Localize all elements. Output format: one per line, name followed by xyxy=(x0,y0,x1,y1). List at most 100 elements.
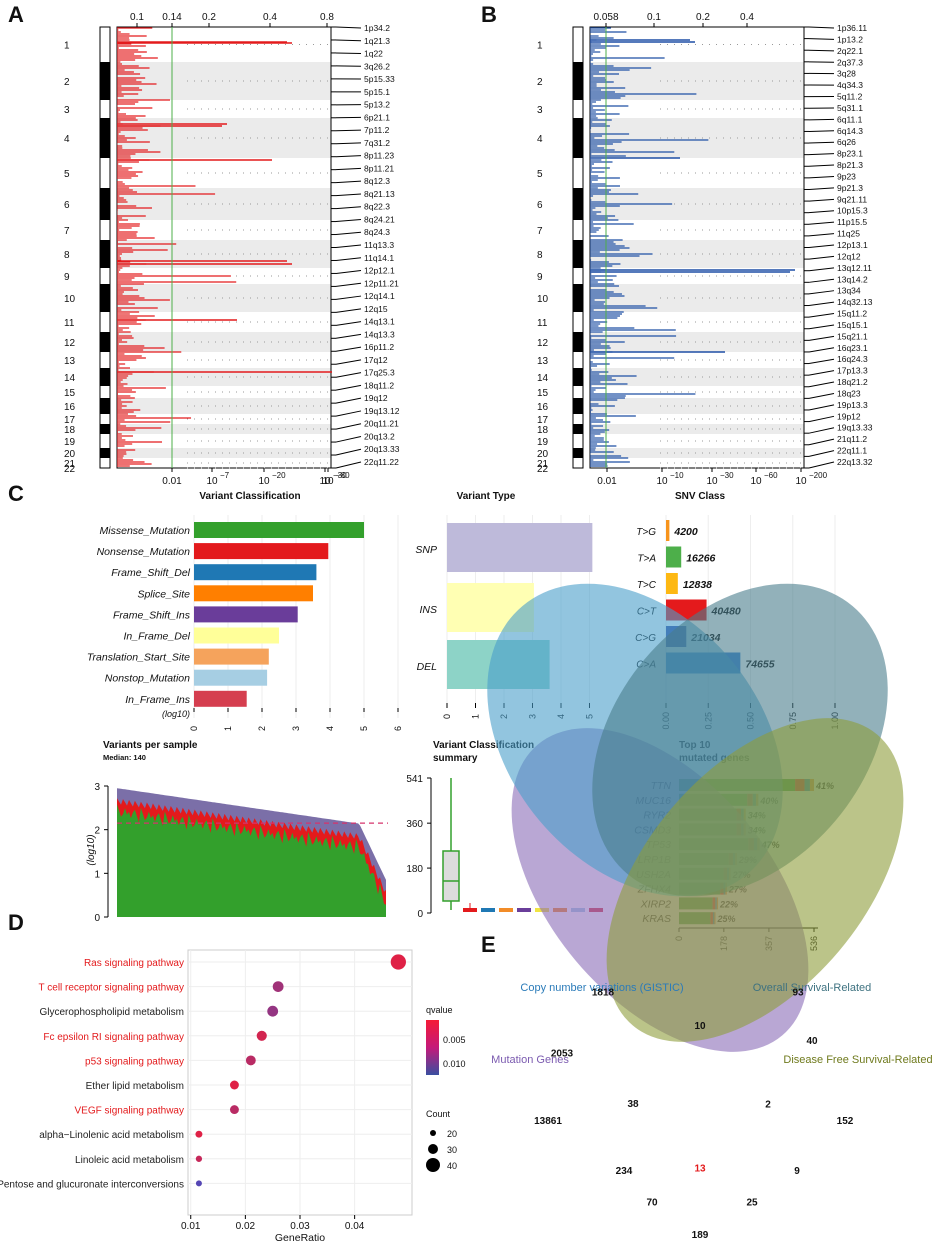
cytoband-connector xyxy=(808,438,835,446)
top-tick-label: 0.4 xyxy=(263,12,277,23)
chromosome-label-2: 2 xyxy=(64,77,70,88)
bar-Nonsense_Mutation xyxy=(194,543,329,560)
cytoband-label-11q13.3: 11q13.3 xyxy=(364,240,394,250)
chromosome-label-11: 11 xyxy=(537,318,548,329)
chart-title: Variant Classification xyxy=(199,491,300,502)
cytoband-connector xyxy=(335,346,362,352)
ideogram-band-20 xyxy=(100,448,110,458)
cytoband-label-17q25.3: 17q25.3 xyxy=(364,368,395,378)
cytoband-label-22q13.32: 22q13.32 xyxy=(837,457,873,467)
chromosome-label-22: 22 xyxy=(64,464,76,475)
venn-region-count: 40 xyxy=(806,1036,818,1047)
ideogram-band-12 xyxy=(573,332,583,352)
bottom-tick-exponent: −200 xyxy=(809,471,828,480)
cytoband-connector xyxy=(335,448,362,456)
cytoband-connector xyxy=(808,358,835,365)
chr-shade-20 xyxy=(117,448,331,458)
x-tick-label: 1 xyxy=(223,726,233,731)
cytoband-label-8p11.23: 8p11.23 xyxy=(364,151,394,161)
legend-count-dot xyxy=(428,1144,438,1154)
venn-region-count: 189 xyxy=(692,1230,709,1241)
chr-shade-18 xyxy=(117,424,331,434)
cytoband-label-19p13.3: 19p13.3 xyxy=(837,400,868,410)
bottom-tick-label: 10 xyxy=(206,476,218,487)
chr-shade-10 xyxy=(590,284,804,312)
ideogram-band-16 xyxy=(100,398,110,414)
cytoband-label-11q25: 11q25 xyxy=(837,229,860,239)
chromosome-label-6: 6 xyxy=(537,200,543,211)
ideogram-band-4 xyxy=(573,118,583,158)
cytoband-label-15q21.1: 15q21.1 xyxy=(837,331,868,341)
cytoband-connector xyxy=(808,130,835,132)
category-label-T>C: T>C xyxy=(637,580,657,591)
ideogram-band-14 xyxy=(100,368,110,386)
cytoband-connector xyxy=(335,218,362,223)
cytoband-label-13q34: 13q34 xyxy=(837,286,861,296)
dot-Glycerophospholipid metabolism xyxy=(267,1005,279,1017)
cytoband-connector xyxy=(808,153,835,156)
chart-title: SNV Class xyxy=(675,491,725,502)
top-tick-label: 0.8 xyxy=(320,12,334,23)
cytoband-connector xyxy=(808,233,835,237)
cytoband-label-13q12.11: 13q12.11 xyxy=(837,263,872,273)
dot-Pentose and glucuronate interconversions xyxy=(195,1180,202,1187)
chromosome-label-20: 20 xyxy=(537,449,549,460)
chromosome-label-6: 6 xyxy=(64,200,70,211)
y-tick-label: 180 xyxy=(406,864,423,875)
venn-set-label: Mutation Genes xyxy=(491,1054,569,1066)
chromosome-label-17: 17 xyxy=(537,415,549,426)
count-label: 16266 xyxy=(686,553,715,565)
x-axis-label: (log10) xyxy=(162,709,190,719)
cytoband-label-12p12.1: 12p12.1 xyxy=(364,266,395,276)
bottom-tick-label: 10 xyxy=(706,476,718,487)
cytoband-connector xyxy=(808,324,835,330)
cytoband-label-19p12: 19p12 xyxy=(837,411,861,421)
cytoband-label-12q12: 12q12 xyxy=(837,251,861,261)
bottom-tick-label: 10 xyxy=(795,476,807,487)
cytoband-connector xyxy=(335,257,362,261)
cytoband-connector xyxy=(335,384,362,391)
box-missense xyxy=(442,850,460,902)
chromosome-label-14: 14 xyxy=(537,373,549,384)
cytoband-label-16q24.3: 16q24.3 xyxy=(837,354,868,364)
x-tick-label: 0.01 xyxy=(181,1221,201,1232)
cytoband-label-10p15.3: 10p15.3 xyxy=(837,206,868,216)
chromosome-label-14: 14 xyxy=(64,373,76,384)
venn-region-count: 93 xyxy=(792,988,804,999)
box-small xyxy=(517,908,531,912)
cytoband-connector xyxy=(335,397,362,404)
legend-qvalue-tick: 0.005 xyxy=(443,1035,466,1045)
pathway-label: Glycerophospholipid metabolism xyxy=(39,1007,184,1018)
y-tick-label: 0 xyxy=(94,913,100,924)
cytoband-connector xyxy=(335,206,362,210)
cytoband-connector xyxy=(808,278,835,283)
cytoband-label-18q21.2: 18q21.2 xyxy=(837,377,868,387)
legend-count-tick: 30 xyxy=(447,1145,457,1155)
x-tick-label: 2 xyxy=(257,726,267,731)
bottom-tick-label: 0.01 xyxy=(597,476,617,487)
cytoband-label-7q31.2: 7q31.2 xyxy=(364,138,390,148)
area-missense xyxy=(117,804,386,917)
cytoband-connector xyxy=(335,231,362,236)
chromosome-label-16: 16 xyxy=(537,402,549,413)
chromosome-label-12: 12 xyxy=(64,338,76,349)
bar-Translation_Start_Site xyxy=(194,648,269,665)
cytoband-connector xyxy=(808,381,835,388)
chr-shade-4 xyxy=(590,118,804,158)
chromosome-label-8: 8 xyxy=(64,250,70,261)
pathway-label: Fc epsilon RI signaling pathway xyxy=(43,1032,184,1043)
cytoband-label-15q15.1: 15q15.1 xyxy=(837,320,868,330)
venn-region-count: 2 xyxy=(765,1100,771,1111)
cytoband-label-20q13.33: 20q13.33 xyxy=(364,444,400,454)
cytoband-connector xyxy=(808,370,835,376)
x-tick-label: 0 xyxy=(442,714,452,719)
venn-region-count: 234 xyxy=(616,1166,633,1177)
bar-Frame_Shift_Ins xyxy=(194,606,298,623)
cytoband-label-20q11.21: 20q11.21 xyxy=(364,419,399,429)
cytoband-label-8p23.1: 8p23.1 xyxy=(837,149,863,159)
cytoband-connector xyxy=(335,26,362,29)
chromosome-label-7: 7 xyxy=(537,226,543,237)
cytoband-connector xyxy=(335,410,362,417)
count-label: 4200 xyxy=(673,526,698,538)
cytoband-label-13q14.2: 13q14.2 xyxy=(837,274,868,284)
